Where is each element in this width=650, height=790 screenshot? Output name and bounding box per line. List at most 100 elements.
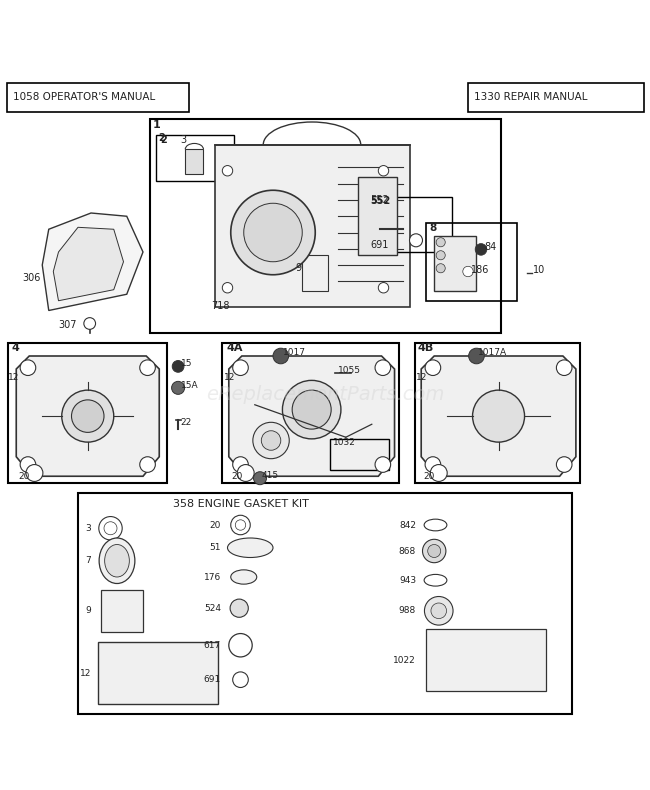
Circle shape [233, 457, 248, 472]
Text: 2: 2 [160, 134, 166, 145]
Bar [468, 83, 644, 112]
Text: 8: 8 [429, 223, 436, 233]
Text: 691: 691 [370, 240, 389, 250]
Text: 4B: 4B [418, 343, 434, 353]
Text: 12: 12 [8, 373, 20, 382]
Text: 1330 REPAIR MANUAL: 1330 REPAIR MANUAL [474, 92, 588, 102]
Text: 1058 OPERATOR'S MANUAL: 1058 OPERATOR'S MANUAL [13, 92, 155, 102]
Ellipse shape [105, 544, 129, 577]
Polygon shape [16, 356, 159, 476]
Ellipse shape [424, 519, 447, 531]
Circle shape [222, 283, 233, 293]
Bar [426, 629, 546, 690]
Bar [367, 197, 452, 252]
Circle shape [20, 457, 36, 472]
Bar [330, 438, 389, 470]
Text: 1017: 1017 [283, 348, 306, 357]
Circle shape [172, 382, 185, 394]
Bar [434, 235, 476, 291]
Circle shape [140, 457, 155, 472]
Text: 15A: 15A [181, 381, 198, 389]
Bar [185, 149, 203, 174]
Text: 20: 20 [231, 472, 242, 481]
Circle shape [556, 457, 572, 472]
Circle shape [425, 457, 441, 472]
Polygon shape [421, 356, 576, 476]
Circle shape [244, 203, 302, 261]
Bar [415, 343, 580, 483]
Circle shape [463, 266, 473, 276]
Bar [101, 590, 143, 632]
Circle shape [473, 390, 525, 442]
Text: 842: 842 [399, 521, 416, 529]
Text: 12: 12 [416, 373, 428, 382]
Text: 22: 22 [181, 418, 192, 427]
Bar [156, 135, 234, 180]
Text: 1022: 1022 [393, 656, 416, 664]
Circle shape [237, 465, 254, 481]
Circle shape [26, 465, 43, 481]
Circle shape [378, 283, 389, 293]
Circle shape [425, 360, 441, 375]
Text: 20: 20 [424, 472, 436, 481]
Text: 10: 10 [533, 265, 545, 275]
Bar [150, 118, 500, 333]
Circle shape [222, 166, 233, 176]
Text: 1: 1 [153, 120, 161, 130]
Circle shape [62, 390, 114, 442]
Bar [98, 642, 218, 704]
Circle shape [235, 520, 246, 530]
Circle shape [475, 243, 487, 255]
Text: 307: 307 [58, 321, 77, 330]
Text: 20: 20 [209, 521, 221, 529]
Circle shape [422, 540, 446, 562]
Polygon shape [42, 213, 143, 310]
Circle shape [84, 318, 96, 329]
Circle shape [378, 166, 389, 176]
Text: 20: 20 [18, 472, 30, 481]
Circle shape [233, 360, 248, 375]
Text: 12: 12 [224, 373, 235, 382]
Circle shape [20, 360, 36, 375]
Circle shape [436, 238, 445, 246]
Text: 3: 3 [85, 524, 91, 532]
Circle shape [233, 672, 248, 687]
Ellipse shape [424, 574, 447, 586]
Text: 868: 868 [398, 547, 416, 555]
Text: 306: 306 [23, 273, 41, 283]
Text: 415: 415 [261, 471, 278, 480]
Text: eReplacementParts.com: eReplacementParts.com [206, 386, 444, 404]
Circle shape [375, 360, 391, 375]
Text: 4A: 4A [226, 343, 242, 353]
Circle shape [556, 360, 572, 375]
Circle shape [436, 264, 445, 273]
Text: 552: 552 [370, 195, 389, 205]
Text: 2: 2 [159, 133, 165, 143]
Circle shape [430, 465, 447, 481]
Circle shape [104, 521, 117, 535]
Text: 552: 552 [370, 196, 391, 206]
Text: 358 ENGINE GASKET KIT: 358 ENGINE GASKET KIT [172, 499, 309, 510]
Circle shape [140, 360, 155, 375]
Text: 943: 943 [399, 576, 416, 585]
Text: 9: 9 [85, 606, 91, 615]
Text: 12: 12 [79, 668, 91, 678]
Circle shape [172, 360, 184, 372]
Text: 524: 524 [204, 604, 221, 613]
Text: 9: 9 [295, 263, 301, 273]
Circle shape [230, 599, 248, 617]
Text: 718: 718 [211, 301, 229, 311]
Text: 51: 51 [209, 544, 221, 552]
Text: 3: 3 [181, 134, 187, 145]
Circle shape [99, 517, 122, 540]
Circle shape [254, 472, 266, 485]
Text: 176: 176 [203, 573, 221, 581]
Ellipse shape [99, 538, 135, 584]
Text: 7: 7 [85, 556, 91, 566]
Circle shape [273, 348, 289, 364]
Circle shape [229, 634, 252, 657]
Text: 84: 84 [484, 242, 497, 252]
Circle shape [253, 423, 289, 459]
Circle shape [431, 603, 447, 619]
Circle shape [261, 431, 281, 450]
